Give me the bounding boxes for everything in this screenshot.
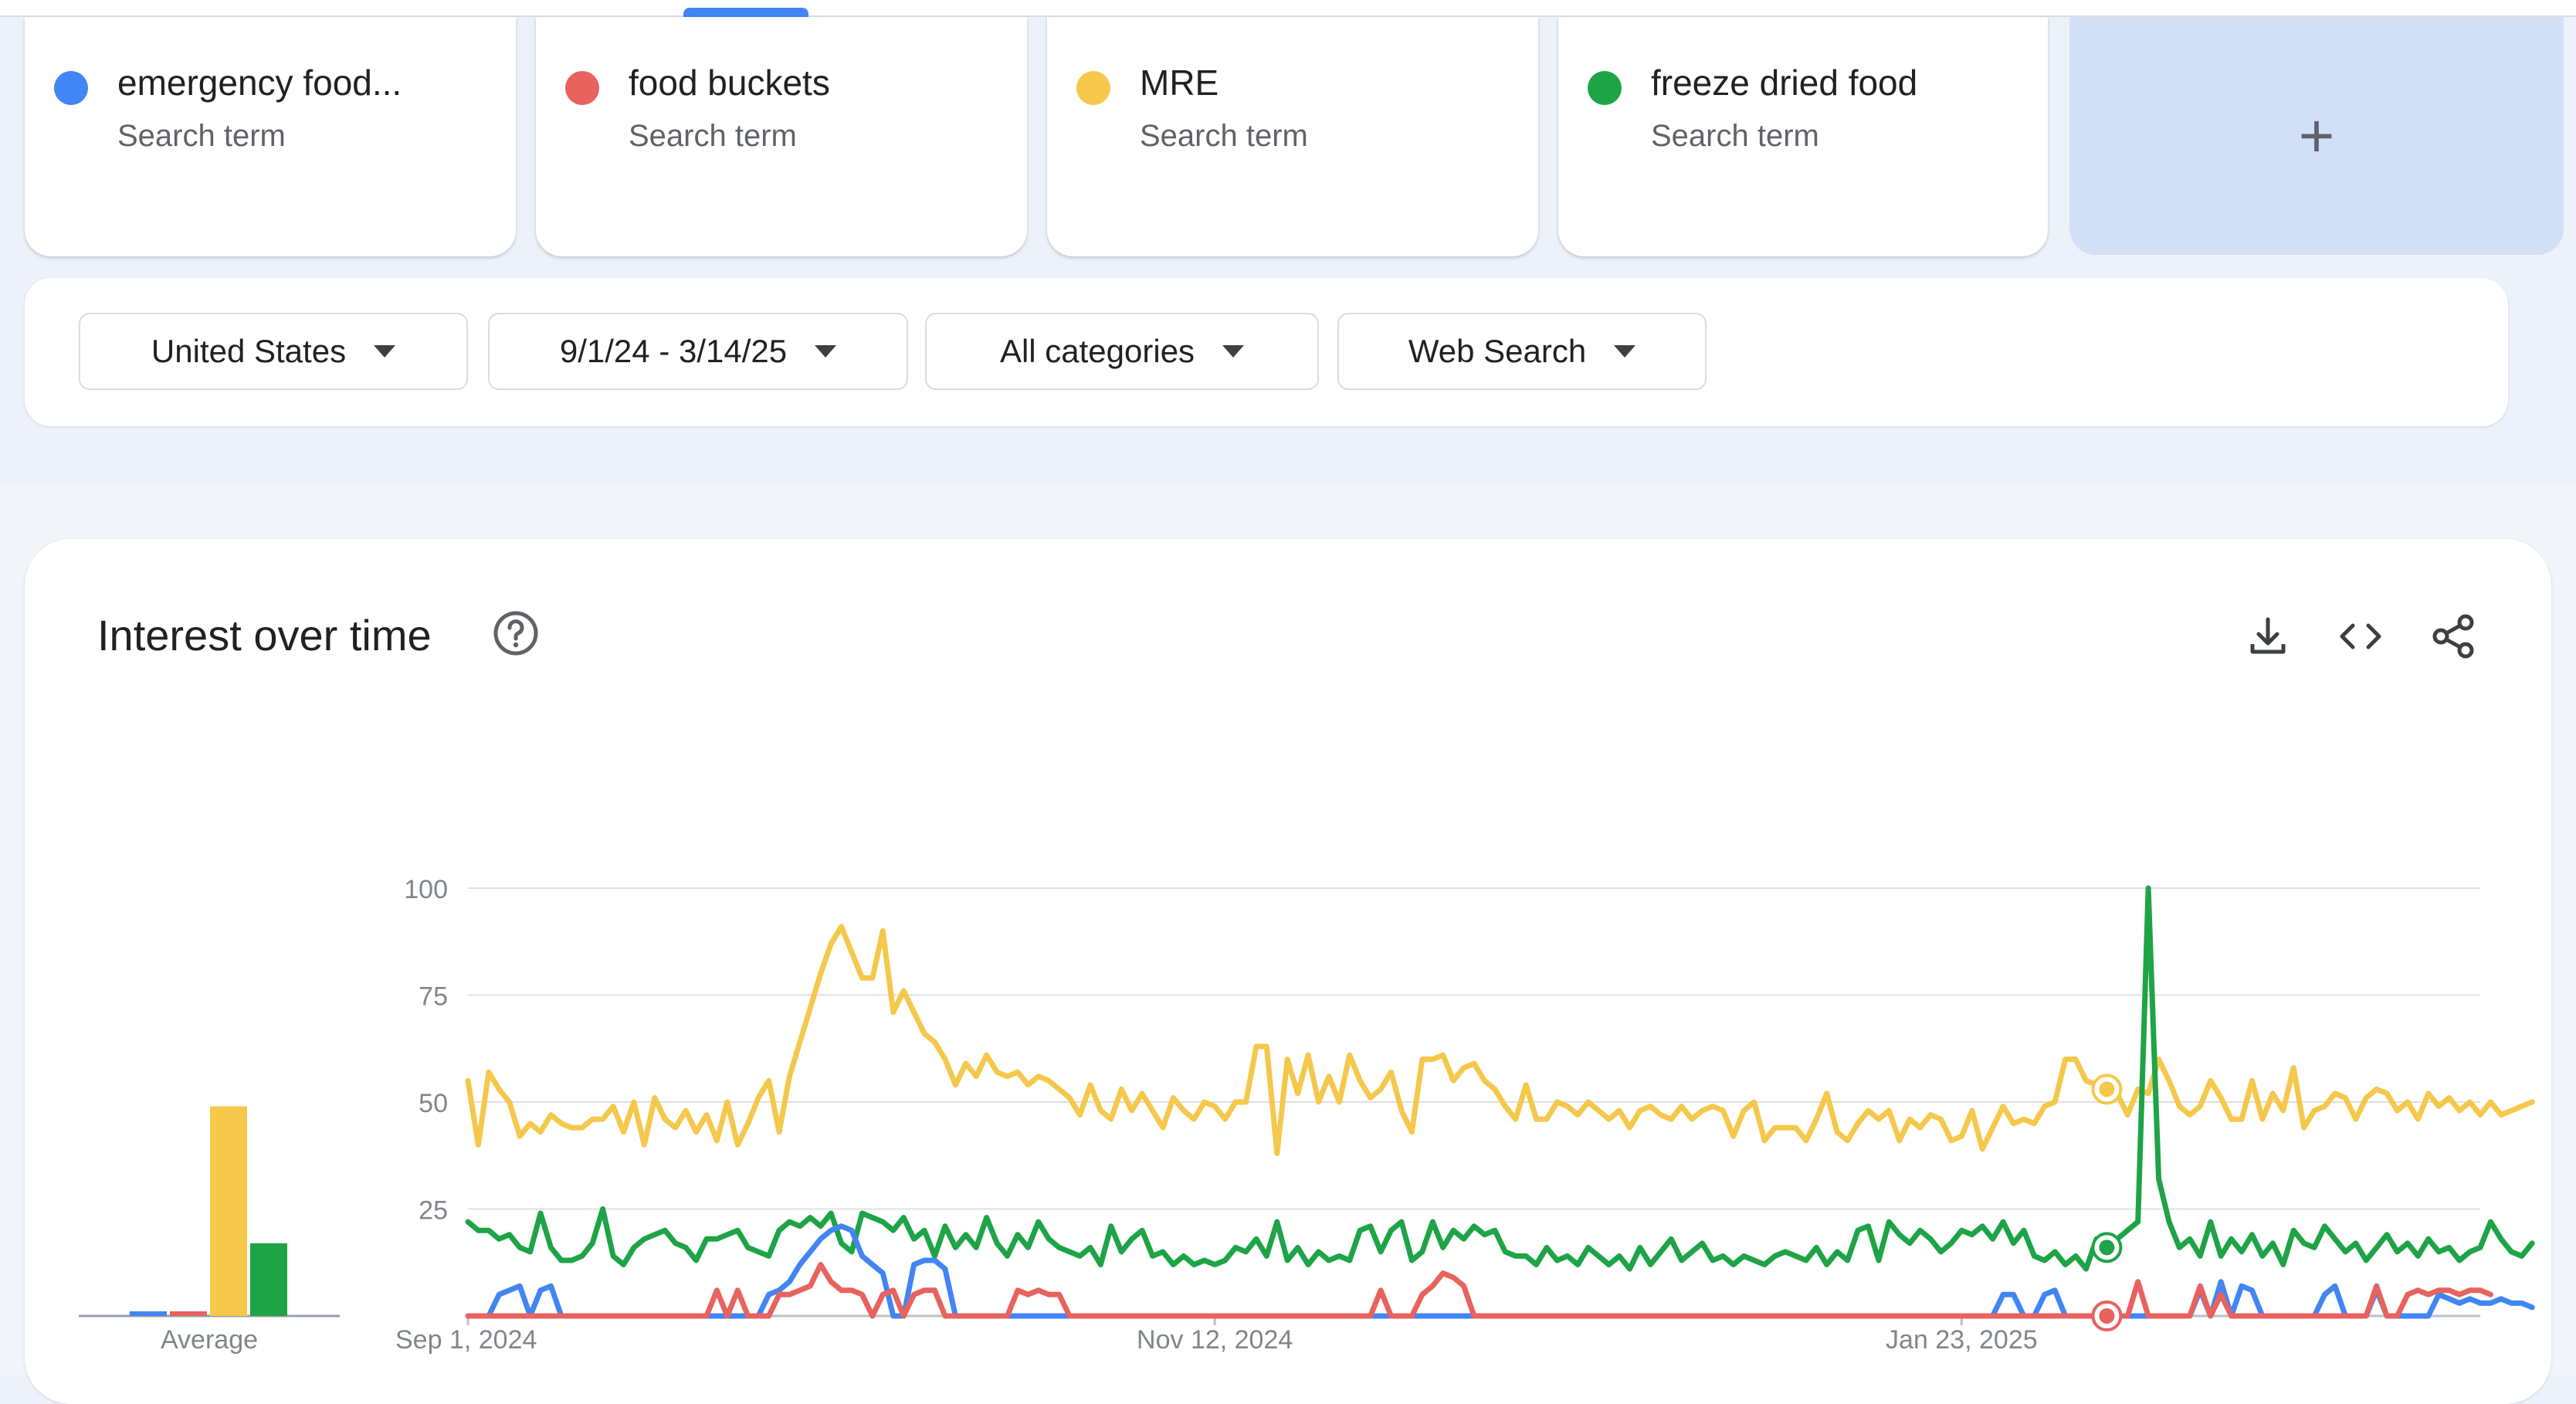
active-term-indicator <box>683 8 808 17</box>
category-dropdown[interactable]: All categories <box>925 313 1319 390</box>
hover-marker-dot <box>2099 1308 2115 1324</box>
series-line <box>465 924 2535 1156</box>
add-term-button[interactable]: + <box>2069 17 2564 255</box>
search-type-dropdown[interactable]: Web Search <box>1337 313 1707 390</box>
series-line <box>465 1262 2493 1319</box>
x-tick-label: Jan 23, 2025 <box>1886 1325 2038 1355</box>
caret-down-icon <box>374 345 396 358</box>
term-name: food buckets <box>629 63 830 103</box>
term-type: Search term <box>1140 119 1308 153</box>
term-type: Search term <box>117 119 286 153</box>
term-type: Search term <box>1651 119 1819 153</box>
embed-icon[interactable] <box>2336 612 2385 661</box>
term-card-food-buckets[interactable]: food buckets Search term <box>536 17 1027 256</box>
average-bar <box>250 1243 287 1316</box>
share-icon[interactable] <box>2429 612 2478 661</box>
category-value: All categories <box>999 333 1195 369</box>
average-label: Average <box>161 1325 258 1355</box>
average-bar <box>170 1311 207 1316</box>
term-color-dot-icon <box>565 71 599 105</box>
term-card-emergency-food[interactable]: emergency food... Search term <box>25 17 516 256</box>
term-name: freeze dried food <box>1651 63 1918 103</box>
filter-bar: United States 9/1/24 - 3/14/25 All categ… <box>25 278 2508 426</box>
date-range-dropdown[interactable]: 9/1/24 - 3/14/25 <box>488 313 908 390</box>
hover-marker-dot <box>2099 1081 2115 1097</box>
term-color-dot-icon <box>1588 71 1622 105</box>
panel-title: Interest over time <box>97 611 432 660</box>
y-tick-label: 50 <box>419 1089 448 1118</box>
term-name: MRE <box>1140 63 1219 103</box>
plus-icon: + <box>2298 101 2335 170</box>
hover-marker-dot <box>2099 1240 2115 1256</box>
y-tick-label: 25 <box>419 1196 448 1226</box>
y-tick-label: 100 <box>404 875 448 904</box>
term-name: emergency food... <box>117 63 402 103</box>
date-range-value: 9/1/24 - 3/14/25 <box>559 333 788 369</box>
x-tick-label: Sep 1, 2024 <box>395 1325 537 1355</box>
region-value: United States <box>151 333 347 369</box>
y-tick-label: 75 <box>419 982 448 1012</box>
average-bar <box>130 1311 167 1316</box>
term-color-dot-icon <box>1076 71 1110 105</box>
caret-down-icon <box>1614 345 1636 358</box>
term-type: Search term <box>629 119 797 153</box>
top-border <box>0 0 2576 17</box>
download-icon[interactable] <box>2243 612 2293 661</box>
term-card-mre[interactable]: MRE Search term <box>1047 17 1538 256</box>
series-line <box>465 885 2535 1272</box>
term-card-freeze-dried-food[interactable]: freeze dried food Search term <box>1558 17 2048 256</box>
region-dropdown[interactable]: United States <box>79 313 468 390</box>
caret-down-icon <box>815 345 837 358</box>
help-icon[interactable] <box>493 610 539 656</box>
term-color-dot-icon <box>54 71 88 105</box>
average-bar <box>210 1106 247 1316</box>
x-tick-label: Nov 12, 2024 <box>1137 1325 1293 1355</box>
caret-down-icon <box>1222 345 1245 358</box>
search-type-value: Web Search <box>1408 333 1587 369</box>
